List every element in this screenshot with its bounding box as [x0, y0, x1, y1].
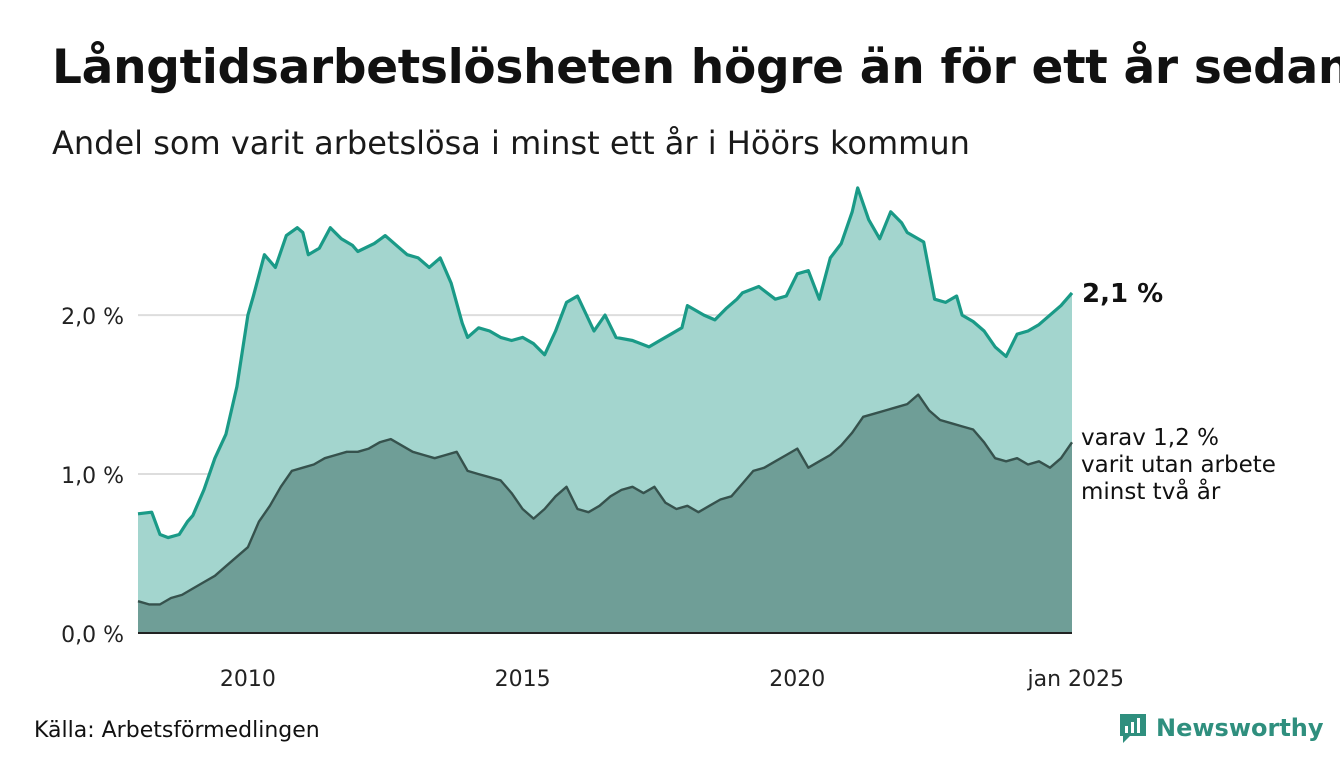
x-tick-label: 2010 [220, 667, 276, 692]
x-tick-label: 2015 [495, 667, 551, 692]
brand-name: Newsworthy [1156, 714, 1324, 742]
source-note: Källa: Arbetsförmedlingen [34, 718, 320, 743]
series-2-line [137, 393, 1073, 606]
y-tick-label: 1,0 % [61, 464, 124, 489]
x-tick-label: 2020 [769, 667, 825, 692]
series-2-area [138, 394, 1072, 633]
series-2-end-label: minst två år [1081, 477, 1221, 505]
newsworthy-logo-icon [1120, 714, 1146, 743]
chart-title: Långtidsarbetslösheten högre än för ett … [52, 40, 1340, 95]
y-tick-label: 0,0 % [61, 623, 124, 648]
chart-subtitle: Andel som varit arbetslösa i minst ett å… [52, 124, 970, 162]
series-2-end-label: varit utan arbete [1081, 452, 1276, 478]
y-tick-label: 2,0 % [61, 305, 124, 330]
series-1-line [137, 186, 1074, 540]
brand-logo: Newsworthy [1118, 712, 1324, 744]
x-tick-label: jan 2025 [1026, 667, 1124, 692]
series-2-end-label: varav 1,2 % [1081, 425, 1219, 451]
series-1-end-label: 2,1 % [1082, 279, 1163, 309]
